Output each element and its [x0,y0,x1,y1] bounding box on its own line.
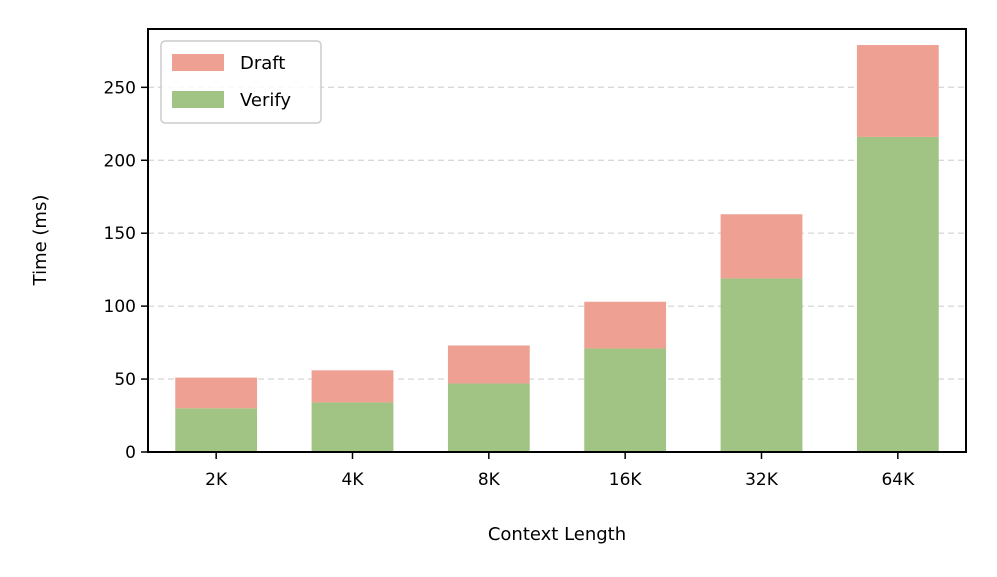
bar-verify-16k [584,348,667,452]
y-tick-label: 250 [104,78,136,98]
y-tick-label: 50 [114,370,136,390]
y-tick-label: 0 [125,443,136,463]
y-axis-ticks: 0 50 100 150 200 250 [104,78,148,463]
x-axis-label: Context Length [488,524,626,545]
bar-draft-2k [175,377,258,409]
grid-lines [148,86,966,380]
legend-label-verify: Verify [240,90,291,111]
y-tick-label: 100 [104,297,136,317]
legend: Draft Verify [160,40,322,124]
bar-verify-2k [175,408,258,452]
bars [175,45,939,452]
bar-draft-64k [856,45,939,137]
bar-verify-32k [720,278,803,452]
x-tick-label: 4K [342,470,365,490]
y-axis-label: Time (ms) [30,195,51,287]
y-tick-label: 150 [104,224,136,244]
x-tick-label: 64K [881,470,915,490]
bar-draft-16k [584,301,667,349]
plot-frame [147,28,967,453]
bar-draft-4k [311,370,394,403]
y-tick-label: 200 [104,151,136,171]
x-axis-ticks: 2K 4K 8K 16K 32K 64K [205,452,915,490]
bar-draft-32k [720,214,803,279]
bar-draft-8k [447,345,530,384]
legend-label-draft: Draft [240,53,285,74]
legend-swatch-verify [172,91,224,108]
x-tick-label: 8K [478,470,501,490]
x-tick-label: 2K [205,470,228,490]
legend-swatch-draft [172,54,224,71]
bar-verify-64k [856,136,939,452]
bar-verify-4k [311,402,394,452]
x-tick-label: 16K [609,470,643,490]
x-tick-label: 32K [745,470,779,490]
bar-verify-8k [447,383,530,452]
